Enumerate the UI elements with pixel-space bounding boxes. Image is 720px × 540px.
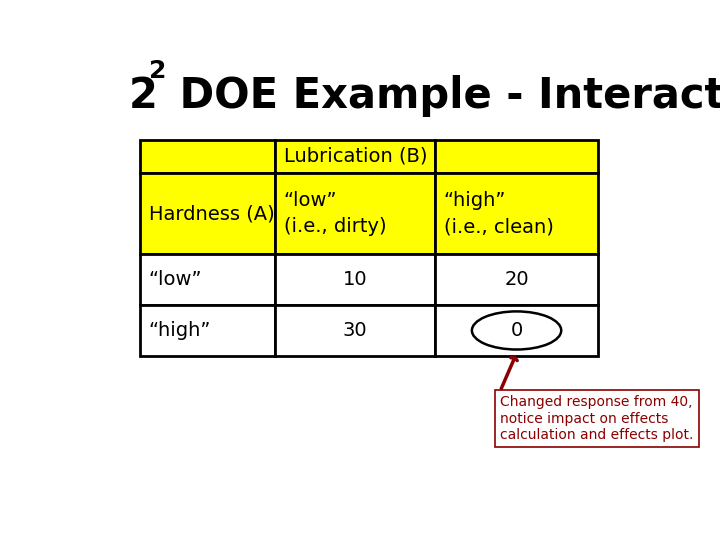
Text: Hardness (A): Hardness (A) [148,204,274,223]
Bar [275,254,436,305]
Text: Changed response from 40,
notice impact on effects
calculation and effects plot.: Changed response from 40, notice impact … [500,395,693,442]
Bar [436,305,598,356]
Text: “low”: “low” [148,270,202,289]
Text: 20: 20 [504,270,529,289]
Bar [275,173,436,254]
Text: 0: 0 [510,321,523,340]
Bar [275,140,436,173]
Text: DOE Example - Interaction: DOE Example - Interaction [165,75,720,117]
Text: “high”
(i.e., clean): “high” (i.e., clean) [444,191,554,237]
Text: 2: 2 [129,75,158,117]
Bar [140,140,275,173]
Text: “low”
(i.e., dirty): “low” (i.e., dirty) [284,191,386,237]
Bar [275,305,436,356]
Text: 10: 10 [343,270,368,289]
Bar [140,305,275,356]
Text: 2: 2 [148,59,166,84]
Bar [140,173,275,254]
Text: 30: 30 [343,321,368,340]
Bar [436,140,598,173]
Text: Lubrication (B): Lubrication (B) [284,147,427,166]
Bar [436,173,598,254]
Bar [140,254,275,305]
Bar [436,254,598,305]
Text: “high”: “high” [148,321,211,340]
